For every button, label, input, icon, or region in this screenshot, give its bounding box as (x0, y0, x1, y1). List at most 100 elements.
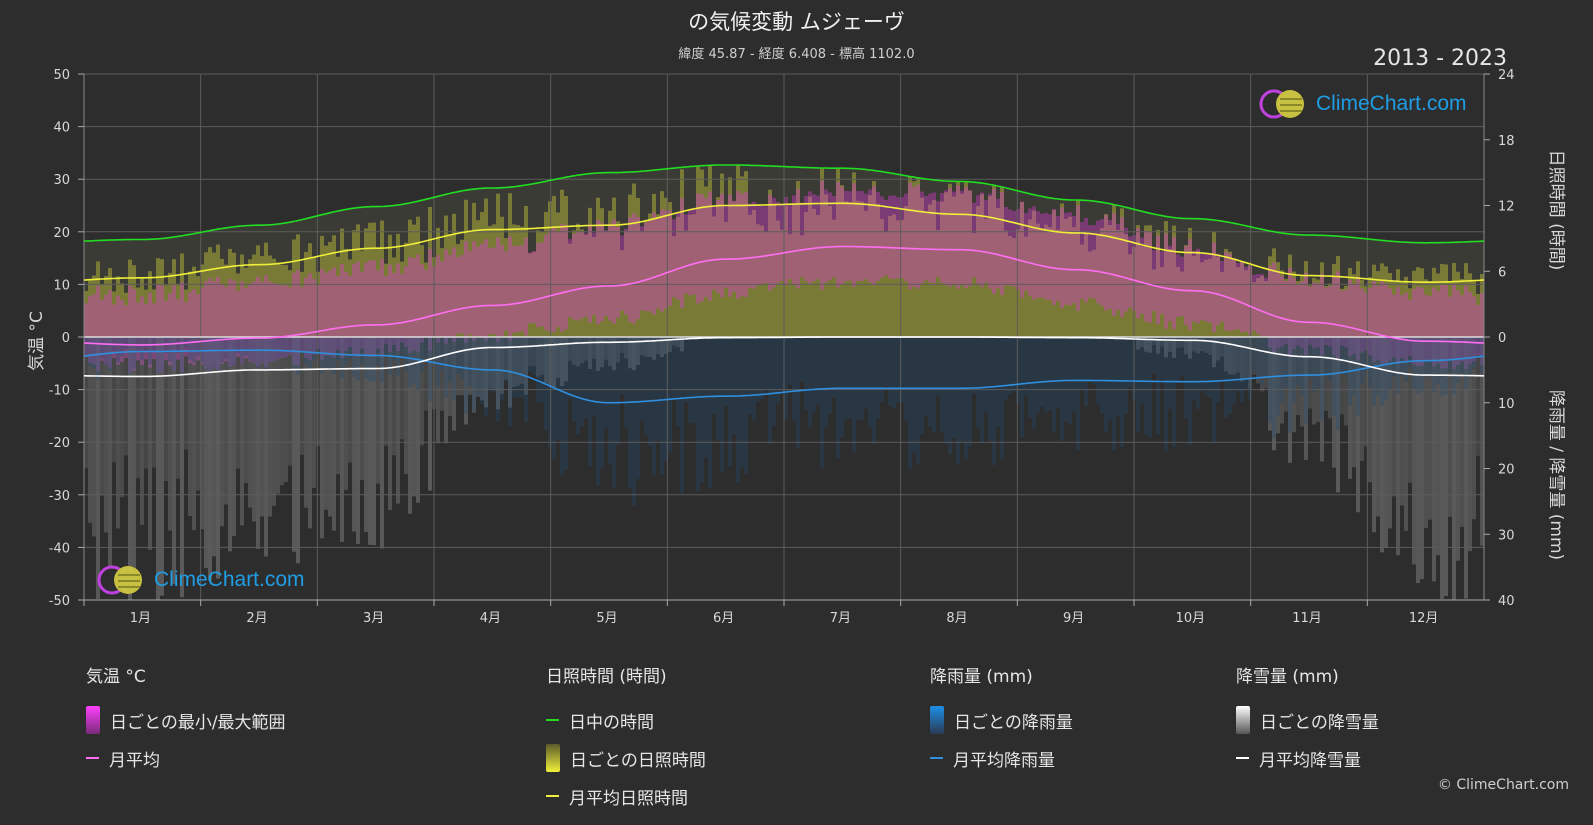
snow-bar (1220, 337, 1224, 357)
rain-bar (116, 337, 120, 363)
daylight-band (812, 167, 816, 337)
snow-bar (156, 337, 160, 600)
rain-bar (652, 337, 656, 476)
snow-bar (1204, 337, 1208, 353)
temp-range-bar (652, 212, 656, 315)
snow-bar (1440, 337, 1444, 600)
snow-bar (480, 337, 484, 401)
daylight-band (760, 165, 764, 337)
snow-bar (300, 337, 304, 455)
clime-logo-icon (97, 565, 142, 595)
rain-bar (1260, 337, 1264, 386)
sunshine-bar (896, 220, 900, 337)
temp-range-bar (472, 241, 476, 341)
daylight-band (868, 169, 872, 337)
rain-bar (152, 337, 156, 351)
snow-bar (676, 337, 680, 348)
daylight-band (924, 178, 928, 337)
daylight-band (176, 236, 180, 337)
sunshine-bar (436, 227, 440, 337)
temp-range-bar (296, 270, 300, 366)
logo-bottom[interactable]: ClimeChart.com (96, 562, 305, 598)
temp-range-bar (1256, 274, 1260, 334)
snow-bar (664, 337, 668, 355)
daylight-band (368, 206, 372, 337)
rain-bar (244, 337, 248, 356)
rain-bar (296, 337, 300, 375)
snow-bar (1252, 337, 1256, 375)
sunshine-bar (260, 256, 264, 337)
daylight-band (1480, 241, 1484, 337)
snow-bar (1164, 337, 1168, 358)
rain-bar (480, 337, 484, 404)
temp-range-bar (1040, 213, 1044, 298)
rain-bar (96, 337, 100, 380)
temp-range-bar (1312, 282, 1316, 348)
snow-bar (284, 337, 288, 483)
sunshine-bar (952, 196, 956, 337)
sunshine-bar (136, 287, 140, 337)
sunshine-bar (444, 215, 448, 337)
rain-bar (1096, 337, 1100, 405)
rain-bar (804, 337, 808, 410)
sunshine-bar (816, 214, 820, 337)
sunshine-bar (768, 189, 772, 337)
y-left-tick-label: -10 (49, 384, 70, 399)
daylight-band (980, 183, 984, 337)
rain-bar (1280, 337, 1284, 402)
daylight-band (504, 187, 508, 337)
sunshine-bar (812, 208, 816, 337)
sunshine-bar (712, 216, 716, 337)
daylight-band (1400, 242, 1404, 337)
daylight-band (1476, 241, 1480, 337)
sunshine-bar (276, 262, 280, 337)
sunshine-bar (1316, 279, 1320, 337)
temp-range-bar (332, 267, 336, 358)
daylight-band (584, 174, 588, 337)
legend-label: 月平均降雨量 (953, 750, 1055, 771)
sunshine-bar (348, 259, 352, 337)
rain-bar (280, 337, 284, 358)
logo-top[interactable]: ClimeChart.com (1258, 86, 1467, 122)
rain-bar (1240, 337, 1244, 402)
snow-bar (436, 337, 440, 444)
sunshine-bar (908, 176, 912, 337)
rain-bar (500, 337, 504, 401)
daylight-band (588, 173, 592, 337)
sunshine-bar (268, 255, 272, 337)
temp-range-bar (1096, 220, 1100, 304)
sunshine-bar (1012, 238, 1016, 337)
daylight-band (168, 237, 172, 337)
legend-item-temp-range: 日ごとの最小/最大範囲 (86, 701, 286, 739)
rain-bar (320, 337, 324, 374)
temp-range-bar (1044, 212, 1048, 300)
sunshine-bar (984, 218, 988, 337)
temp-range-bar (1008, 209, 1012, 286)
snow-bar (1304, 337, 1308, 460)
rain-bar (88, 337, 92, 367)
daylight-band (1160, 215, 1164, 337)
rain-bar (868, 337, 872, 428)
temp-range-bar (1192, 250, 1196, 322)
daylight-band (252, 225, 256, 337)
daylight-band (1100, 202, 1104, 337)
temp-range-bar (680, 198, 684, 308)
rain-bar (1036, 337, 1040, 414)
sunshine-bar (128, 259, 132, 337)
temp-range-bar (1204, 253, 1208, 322)
rain-bar (256, 337, 260, 368)
rain-bar (1220, 337, 1224, 380)
rain-bar (712, 337, 716, 415)
x-tick-label: 7月 (830, 611, 851, 626)
sunshine-bar (1480, 274, 1484, 337)
period-label: 2013 - 2023 (1373, 46, 1507, 71)
sunshine-bar (1224, 249, 1228, 337)
rain-bar (176, 337, 180, 353)
daylight-band (1472, 241, 1476, 337)
rain-bar (1408, 337, 1412, 367)
temp-range-bar (1352, 283, 1356, 354)
temp-range-bar (336, 275, 340, 350)
legend-rain-title: 降雨量 (mm) (930, 667, 1033, 687)
temp-range-bar (276, 284, 280, 360)
temp-range-bar (352, 263, 356, 356)
